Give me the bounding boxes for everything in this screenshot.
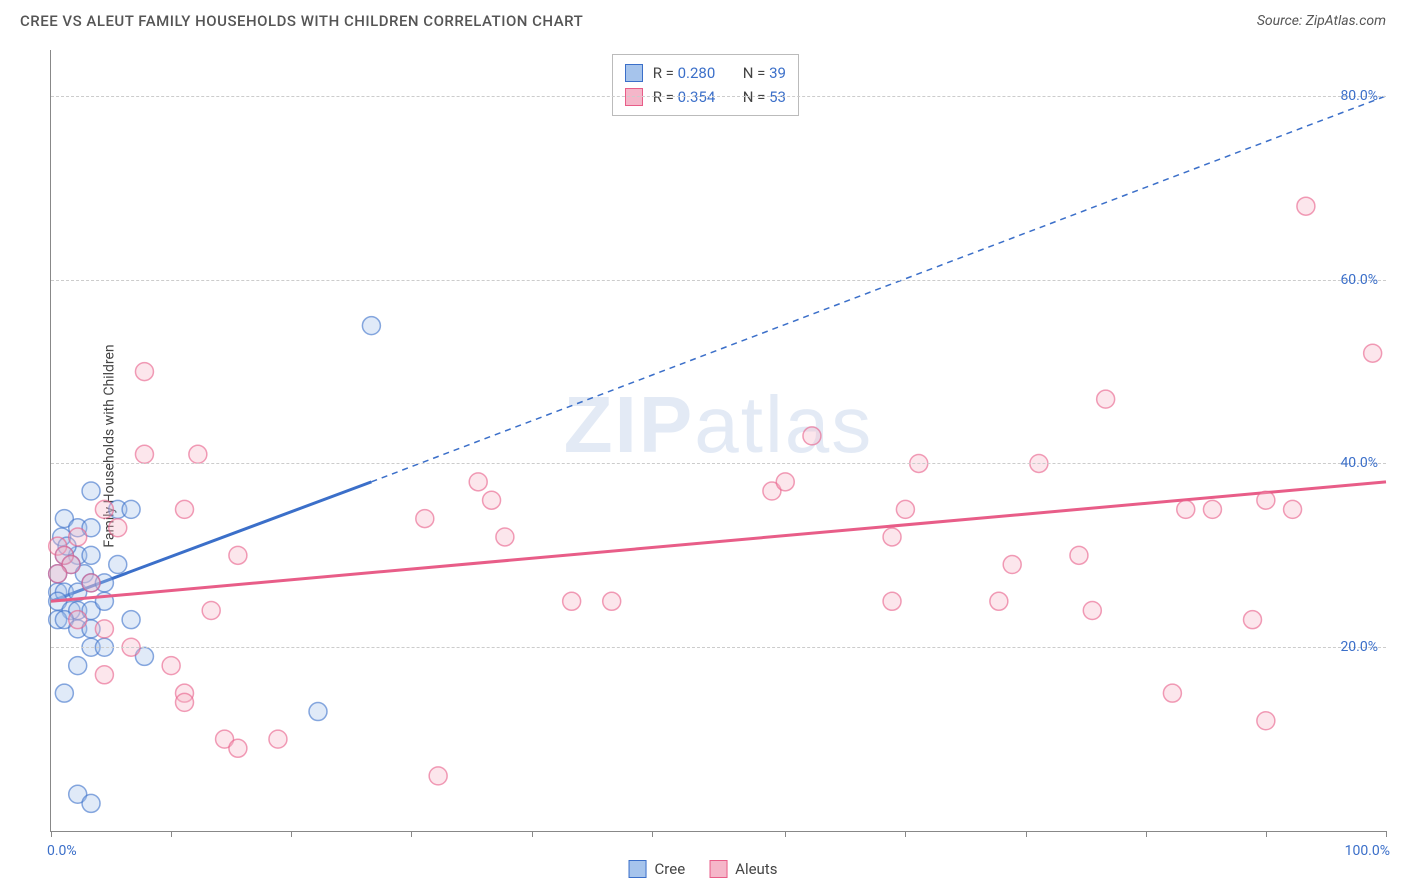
data-point	[162, 657, 180, 675]
data-point	[1003, 556, 1021, 574]
data-point	[135, 445, 153, 463]
x-tick	[411, 831, 412, 837]
stat-r-label: R = 0.354	[653, 85, 716, 109]
x-tick	[532, 831, 533, 837]
data-point	[95, 620, 113, 638]
data-point	[69, 611, 87, 629]
data-point	[1257, 712, 1275, 730]
legend-swatch	[629, 860, 647, 878]
x-tick	[905, 831, 906, 837]
legend-label: Cree	[655, 860, 686, 878]
legend-label: Aleuts	[735, 860, 777, 878]
y-tick-label: 20.0%	[1340, 639, 1378, 655]
data-point	[496, 528, 514, 546]
bottom-legend: Cree Aleuts	[629, 860, 778, 878]
x-tick	[652, 831, 653, 837]
data-point	[309, 703, 327, 721]
data-point	[1070, 546, 1088, 564]
y-tick-label: 80.0%	[1340, 88, 1378, 104]
x-tick	[1146, 831, 1147, 837]
chart-title: CREE VS ALEUT FAMILY HOUSEHOLDS WITH CHI…	[20, 12, 583, 30]
data-point	[69, 657, 87, 675]
data-point	[776, 473, 794, 491]
legend-swatch	[625, 88, 643, 106]
data-point	[883, 592, 901, 610]
stats-row: R = 0.354 N = 53	[625, 85, 786, 109]
data-point	[803, 427, 821, 445]
data-point	[49, 565, 67, 583]
x-tick	[785, 831, 786, 837]
data-point	[176, 693, 194, 711]
stats-row: R = 0.280 N = 39	[625, 61, 786, 85]
legend-item: Aleuts	[709, 860, 777, 878]
data-point	[1257, 491, 1275, 509]
data-point	[483, 491, 501, 509]
data-point	[82, 482, 100, 500]
x-tick	[1266, 831, 1267, 837]
data-point	[69, 528, 87, 546]
trend-line-dashed	[371, 96, 1386, 482]
x-tick	[1386, 831, 1387, 837]
gridline-h	[51, 96, 1386, 97]
gridline-h	[51, 463, 1386, 464]
data-point	[603, 592, 621, 610]
data-point	[229, 546, 247, 564]
data-point	[416, 510, 434, 528]
stat-n-label: N = 53	[743, 85, 786, 109]
gridline-h	[51, 647, 1386, 648]
x-tick	[291, 831, 292, 837]
data-point	[109, 556, 127, 574]
x-axis-label: 100.0%	[1345, 843, 1390, 859]
data-point	[1083, 601, 1101, 619]
data-point	[1297, 197, 1315, 215]
data-point	[229, 739, 247, 757]
data-point	[55, 684, 73, 702]
scatter-plot-svg	[51, 50, 1386, 831]
stat-r-label: R = 0.280	[653, 61, 716, 85]
legend-swatch	[709, 860, 727, 878]
data-point	[122, 500, 140, 518]
data-point	[135, 363, 153, 381]
data-point	[990, 592, 1008, 610]
data-point	[122, 611, 140, 629]
data-point	[1177, 500, 1195, 518]
y-tick-label: 60.0%	[1340, 272, 1378, 288]
data-point	[883, 528, 901, 546]
data-point	[82, 794, 100, 812]
data-point	[176, 500, 194, 518]
data-point	[82, 574, 100, 592]
gridline-h	[51, 280, 1386, 281]
legend-swatch	[625, 64, 643, 82]
data-point	[1284, 500, 1302, 518]
data-point	[82, 546, 100, 564]
data-point	[1163, 684, 1181, 702]
data-point	[362, 317, 380, 335]
data-point	[189, 445, 207, 463]
data-point	[469, 473, 487, 491]
data-point	[1244, 611, 1262, 629]
x-tick	[51, 831, 52, 837]
data-point	[95, 500, 113, 518]
data-point	[429, 767, 447, 785]
data-point	[896, 500, 914, 518]
chart-plot-area: ZIPatlas R = 0.280 N = 39R = 0.354 N = 5…	[50, 50, 1386, 832]
x-tick	[1026, 831, 1027, 837]
legend-item: Cree	[629, 860, 686, 878]
data-point	[1097, 390, 1115, 408]
x-axis-label: 0.0%	[47, 843, 77, 859]
stats-legend-box: R = 0.280 N = 39R = 0.354 N = 53	[612, 54, 799, 116]
data-point	[1203, 500, 1221, 518]
stat-n-label: N = 39	[743, 61, 786, 85]
data-point	[95, 666, 113, 684]
data-point	[1364, 344, 1382, 362]
data-point	[202, 601, 220, 619]
y-tick-label: 40.0%	[1340, 455, 1378, 471]
data-point	[269, 730, 287, 748]
source-label: Source: ZipAtlas.com	[1257, 13, 1386, 29]
data-point	[109, 519, 127, 537]
data-point	[563, 592, 581, 610]
x-tick	[171, 831, 172, 837]
